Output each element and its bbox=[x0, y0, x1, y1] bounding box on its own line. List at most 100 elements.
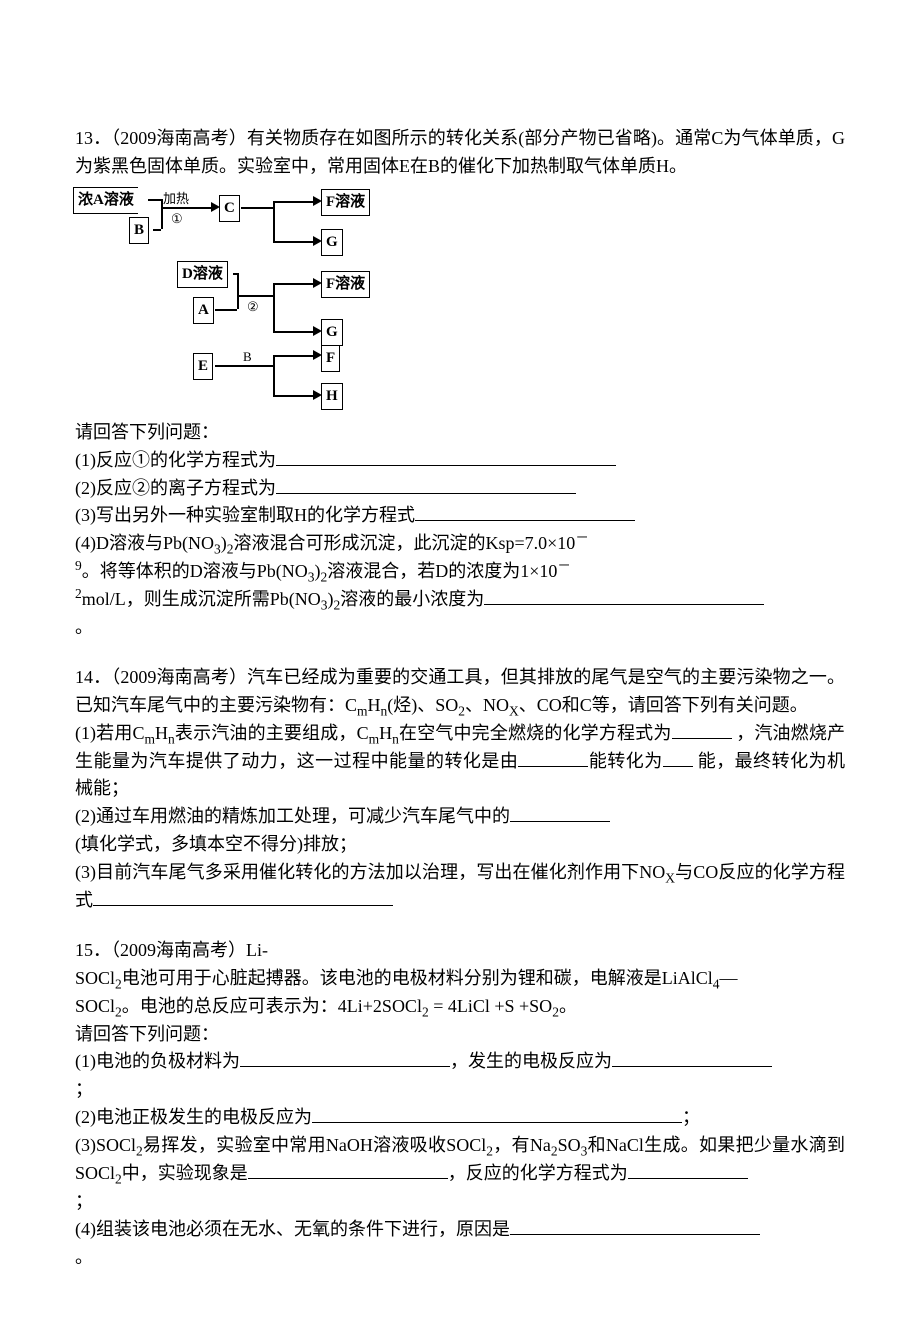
q15-l1: SOCl2电池可用于心脏起搏器。该电池的电极材料分别为锂和碳，电解液是LiAlC… bbox=[75, 965, 845, 993]
t: (1)若用C bbox=[75, 723, 145, 743]
blank bbox=[518, 748, 588, 767]
line bbox=[241, 207, 273, 209]
t: 易挥发，实验室中常用NaOH溶液吸收SOCl bbox=[143, 1135, 486, 1155]
t: 、NO bbox=[465, 695, 509, 715]
q13-p4c: 2mol/L，则生成沉淀所需Pb(NO3)2溶液的最小浓度为 bbox=[75, 586, 845, 614]
q15-p2: (2)电池正极发生的电极反应为 ； bbox=[75, 1104, 845, 1132]
line bbox=[273, 395, 313, 397]
t: 。 bbox=[559, 996, 577, 1016]
blank bbox=[240, 1048, 450, 1067]
q15-p1-semi: ； bbox=[75, 1076, 845, 1104]
q13-p2-text: (2)反应②的离子方程式为 bbox=[75, 478, 276, 498]
q13-p3-text: (3)写出另外一种实验室制取H的化学方程式 bbox=[75, 505, 415, 525]
t: ，反应的化学方程式为 bbox=[448, 1163, 628, 1183]
t: 溶液的最小浓度为 bbox=[340, 589, 484, 609]
blank bbox=[93, 887, 393, 906]
t: H bbox=[368, 695, 381, 715]
q14-p3: (3)目前汽车尾气多采用催化转化的方法加以治理，写出在催化剂作用下NOX与CO反… bbox=[75, 859, 845, 915]
t: 溶液混合，若D的浓度为1×10 bbox=[327, 561, 557, 581]
q15-p1: (1)电池的负极材料为 ，发生的电极反应为 bbox=[75, 1048, 845, 1076]
q15-l2: SOCl2。电池的总反应可表示为：4Li+2SOCl2 = 4LiCl +S +… bbox=[75, 993, 845, 1021]
blank bbox=[663, 748, 693, 767]
box-H: H bbox=[321, 383, 343, 410]
line bbox=[273, 283, 313, 285]
line bbox=[273, 331, 313, 333]
blank bbox=[484, 586, 764, 605]
t: SOCl bbox=[75, 968, 115, 988]
t: 、CO和C等，请回答下列有关问题。 bbox=[519, 695, 808, 715]
q15-p3-semi: ； bbox=[75, 1188, 845, 1216]
t: (2)通过车用燃油的精炼加工处理，可减少汽车尾气中的 bbox=[75, 806, 510, 826]
blank bbox=[628, 1160, 748, 1179]
box-F2: F溶液 bbox=[321, 271, 370, 298]
q13-header: 13．（2009海南高考）有关物质存在如图所示的转化关系(部分产物已省略)。通常… bbox=[75, 125, 845, 181]
t: ； bbox=[682, 1107, 700, 1127]
blank bbox=[510, 803, 610, 822]
t: (2)电池正极发生的电极反应为 bbox=[75, 1107, 312, 1127]
q13-p2: (2)反应②的离子方程式为 bbox=[75, 475, 845, 503]
blank bbox=[672, 720, 732, 739]
line bbox=[161, 207, 211, 209]
q15-p4: (4)组装该电池必须在无水、无氧的条件下进行，原因是 bbox=[75, 1216, 845, 1244]
box-Ff: F bbox=[321, 345, 340, 372]
q13-p4b: 9。将等体积的D溶液与Pb(NO3)2溶液混合，若D的浓度为1×10－ bbox=[75, 558, 845, 586]
q13-prompt: 请回答下列问题： bbox=[75, 419, 845, 447]
box-G2: G bbox=[321, 319, 343, 346]
box-B: B bbox=[129, 217, 149, 244]
q13-p4a: (4)D溶液与Pb(NO3)2溶液混合可形成沉淀，此沉淀的Ksp=7.0×10－ bbox=[75, 530, 845, 558]
line bbox=[273, 241, 313, 243]
t: mol/L，则生成沉淀所需Pb(NO bbox=[82, 589, 321, 609]
q15-p3: (3)SOCl2易挥发，实验室中常用NaOH溶液吸收SOCl2，有Na2SO3和… bbox=[75, 1132, 845, 1188]
t: (3)SOCl bbox=[75, 1135, 136, 1155]
label-step2: ② bbox=[247, 297, 259, 317]
box-D: D溶液 bbox=[177, 261, 228, 288]
q13-p1-text: (1)反应①的化学方程式为 bbox=[75, 450, 276, 470]
line bbox=[237, 295, 273, 297]
blank bbox=[612, 1048, 772, 1067]
q13-period: 。 bbox=[75, 614, 845, 642]
label-Bsmall: B bbox=[243, 347, 252, 367]
blank bbox=[415, 502, 635, 521]
t: = 4LiCl +S +SO bbox=[429, 996, 552, 1016]
q13-p3: (3)写出另外一种实验室制取H的化学方程式 bbox=[75, 502, 845, 530]
blank bbox=[248, 1160, 448, 1179]
box-concA: 浓A溶液 bbox=[73, 187, 138, 214]
line bbox=[215, 309, 237, 311]
q14-p2: (2)通过车用燃油的精炼加工处理，可减少汽车尾气中的 (填化学式，多填本空不得分… bbox=[75, 803, 845, 859]
t: (1)电池的负极材料为 bbox=[75, 1051, 240, 1071]
q15-period: 。 bbox=[75, 1244, 845, 1272]
q15-prompt: 请回答下列问题： bbox=[75, 1021, 845, 1049]
t: 。将等体积的D溶液与Pb(NO bbox=[82, 561, 308, 581]
line bbox=[273, 355, 275, 395]
t: (填化学式，多填本空不得分)排放； bbox=[75, 834, 357, 854]
t: ，发生的电极反应为 bbox=[450, 1051, 612, 1071]
box-C: C bbox=[219, 195, 240, 222]
box-A: A bbox=[193, 297, 214, 324]
line bbox=[273, 355, 313, 357]
line bbox=[273, 283, 275, 331]
q14-p1: (1)若用CmHn表示汽油的主要组成，CmHn在空气中完全燃烧的化学方程式为 ，… bbox=[75, 720, 845, 804]
t: H bbox=[379, 723, 392, 743]
t: — bbox=[720, 968, 738, 988]
t: (3)目前汽车尾气多采用催化转化的方法加以治理，写出在催化剂作用下NO bbox=[75, 862, 665, 882]
blank bbox=[276, 475, 576, 494]
q13-p1: (1)反应①的化学方程式为 bbox=[75, 447, 845, 475]
line bbox=[153, 229, 161, 231]
line bbox=[161, 199, 163, 229]
t: (4)组装该电池必须在无水、无氧的条件下进行，原因是 bbox=[75, 1219, 510, 1239]
blank bbox=[276, 447, 616, 466]
t: 溶液混合可形成沉淀，此沉淀的Ksp=7.0×10 bbox=[234, 533, 576, 553]
box-G1: G bbox=[321, 229, 343, 256]
line bbox=[273, 201, 313, 203]
label-step1: ① bbox=[171, 209, 183, 229]
t: 能转化为 bbox=[588, 751, 662, 771]
q15-header: 15．（2009海南高考）Li- bbox=[75, 937, 845, 965]
line bbox=[273, 201, 275, 241]
box-E: E bbox=[193, 353, 213, 380]
t: 在空气中完全燃烧的化学方程式为 bbox=[399, 723, 672, 743]
t: (烃)、SO bbox=[387, 695, 458, 715]
blank bbox=[312, 1104, 682, 1123]
t: SOCl bbox=[75, 996, 115, 1016]
t: H bbox=[155, 723, 168, 743]
t: (4)D溶液与Pb(NO bbox=[75, 533, 214, 553]
